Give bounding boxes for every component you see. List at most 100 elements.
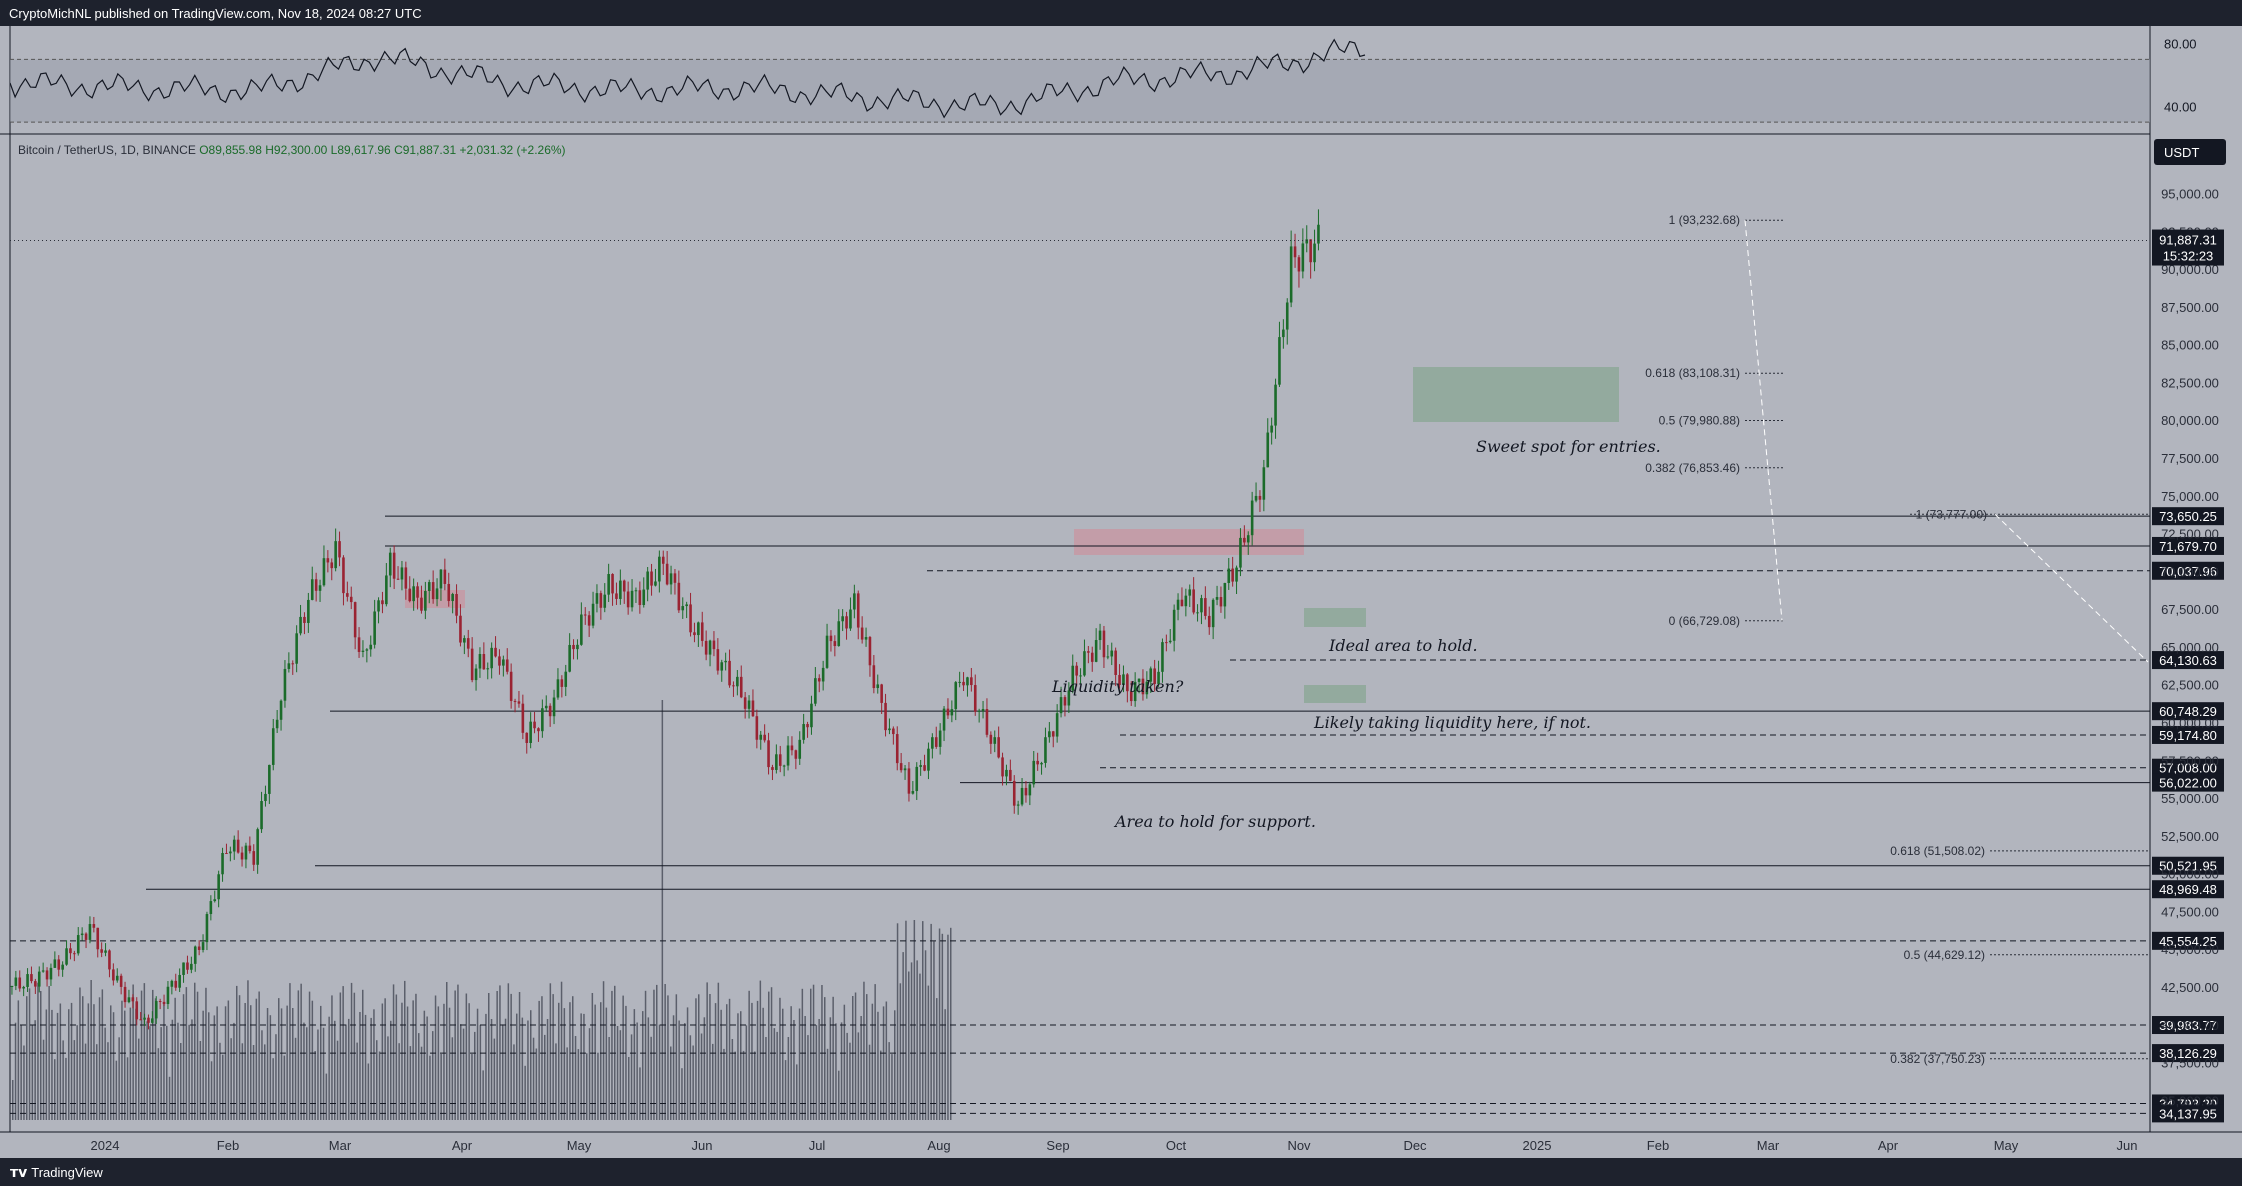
volume-bar [754, 1051, 756, 1120]
volume-bar [180, 1043, 182, 1120]
volume-bar [773, 1028, 776, 1120]
candle-body [424, 590, 427, 611]
time-tick-1: Feb [217, 1138, 239, 1153]
candle-body [888, 728, 891, 731]
candle-body [1207, 615, 1211, 628]
candle-body [1293, 246, 1297, 258]
candle-body [638, 590, 642, 606]
candle-body [1024, 787, 1028, 796]
candle-body [880, 684, 883, 703]
volume-bar [751, 1002, 753, 1120]
candle-body [973, 685, 977, 712]
volume-bar [877, 1011, 879, 1120]
candle-body [739, 676, 743, 698]
price-level-label-12: 38,126.29 [2159, 1046, 2217, 1061]
price-level-tag-14 [2152, 1104, 2224, 1123]
price-tick-15: 60,000.00 [2161, 715, 2219, 730]
volume-bar [37, 982, 39, 1120]
candle-body [193, 946, 197, 964]
fib-lower-label-2: 0.5 (44,629.12) [1904, 948, 1985, 962]
candle-body [1180, 599, 1184, 607]
candle-body [537, 728, 540, 732]
note-ideal-area: Ideal area to hold. [1329, 636, 1478, 655]
candle-body [388, 552, 392, 576]
volume-bar [45, 1009, 48, 1120]
candle-body [283, 668, 287, 701]
volume-bar [594, 1004, 596, 1120]
volume-bar [658, 1024, 661, 1120]
volume-bar [756, 1000, 759, 1120]
candle-body [556, 679, 560, 698]
volume-bar [947, 934, 949, 1120]
price-level-tag-6 [2152, 758, 2224, 777]
candle-body [271, 728, 275, 765]
volume-bar [420, 1046, 423, 1120]
candle-body [158, 1001, 162, 1003]
countdown-label: 15:32:23 [2163, 249, 2214, 264]
volume-bar [913, 920, 916, 1120]
volume-bar [852, 996, 854, 1120]
candle-body [88, 924, 92, 940]
volume-bar [339, 992, 342, 1120]
candle-body [385, 575, 388, 605]
candle-body [53, 959, 57, 968]
price-tick-20: 47,500.00 [2161, 904, 2219, 919]
candle-body [466, 638, 470, 649]
candle-body [61, 964, 64, 970]
volume-bar [194, 982, 196, 1120]
volume-bar [513, 1044, 515, 1120]
candle-body [1274, 384, 1277, 426]
candle-body [876, 684, 880, 689]
volume-bar [188, 1024, 190, 1120]
candle-body [201, 942, 205, 950]
volume-bar [681, 1068, 683, 1120]
volume-bar [79, 987, 81, 1120]
candle-body [700, 622, 704, 641]
volume-bar [524, 1065, 526, 1120]
volume-bar [23, 1045, 25, 1120]
price-level-label-6: 57,008.00 [2159, 761, 2217, 776]
candle-body [162, 1001, 166, 1005]
candle-body [1192, 589, 1195, 613]
publish-text: CryptoMichNL published on TradingView.co… [9, 6, 422, 21]
volume-bar [684, 1023, 686, 1120]
time-tick-4: May [567, 1138, 592, 1153]
volume-bar [56, 1012, 59, 1120]
volume-bar [908, 971, 910, 1120]
volume-bar [737, 1013, 739, 1120]
currency-button[interactable]: USDT [2154, 139, 2226, 165]
candle-body [498, 656, 501, 666]
candle-body [529, 721, 532, 743]
volume-bar [798, 1008, 801, 1120]
candle-body [736, 676, 739, 687]
tradingview-logo[interactable]: ᴛᴠ TradingView [10, 1165, 103, 1181]
volume-bar [26, 996, 28, 1120]
volume-bar [468, 1003, 470, 1120]
volume-bar [698, 994, 700, 1120]
volume-bar [384, 998, 386, 1120]
candle-body [147, 1017, 150, 1023]
volume-bar [443, 1003, 445, 1120]
price-tick-12: 67,500.00 [2161, 602, 2219, 617]
candle-body [521, 703, 525, 733]
volume-bar [527, 1020, 529, 1120]
volume-bar [325, 1073, 328, 1120]
volume-bar [558, 1002, 560, 1120]
candle-body [607, 574, 610, 595]
candle-body [349, 596, 353, 603]
candle-body [170, 980, 174, 987]
candle-body [681, 606, 685, 611]
volume-bar [364, 1014, 367, 1120]
volume-bar [891, 1054, 893, 1120]
volume-bar [535, 1048, 538, 1120]
volume-bar [362, 989, 364, 1120]
volume-bar [320, 1005, 322, 1120]
candle-body [1145, 681, 1149, 695]
volume-bar [31, 1025, 34, 1120]
candle-body [946, 708, 950, 716]
candle-body [697, 622, 700, 636]
candle-body [786, 745, 790, 766]
candle-body [37, 971, 41, 987]
candle-body [396, 578, 400, 580]
